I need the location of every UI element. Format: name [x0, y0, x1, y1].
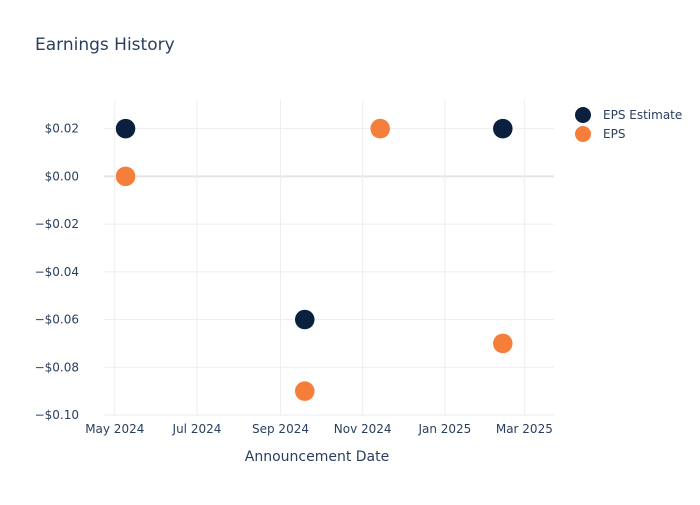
- data-points: [115, 118, 514, 402]
- y-tick-label: $0.02: [45, 122, 79, 136]
- y-tick-label: −$0.02: [35, 217, 79, 231]
- x-tick-label: Jan 2025: [417, 422, 471, 436]
- legend-marker: [575, 126, 591, 142]
- x-tick-label: May 2024: [85, 422, 144, 436]
- chart-title: Earnings History: [35, 35, 175, 55]
- x-tick-label: Jul 2024: [172, 422, 222, 436]
- data-point: [492, 118, 514, 139]
- legend-marker: [575, 107, 591, 123]
- grid-lines: [104, 100, 554, 416]
- y-tick-label: −$0.08: [35, 360, 79, 374]
- axes: $0.02 $0.00 −$0.02 −$0.04 −$0.06 −$0.08 −$0.10…: [35, 122, 553, 436]
- x-tick-label: Mar 2025: [496, 422, 553, 436]
- legend-label: EPS Estimate: [603, 108, 682, 122]
- data-point: [492, 333, 514, 354]
- data-point: [294, 380, 315, 402]
- x-tick-label: Nov 2024: [334, 422, 392, 436]
- y-tick-label: −$0.06: [35, 313, 79, 327]
- data-point: [294, 309, 315, 330]
- y-tick-label: −$0.04: [35, 265, 79, 279]
- data-point: [369, 118, 391, 139]
- data-point: [115, 118, 136, 139]
- data-point: [115, 166, 136, 187]
- x-tick-label: Sep 2024: [252, 422, 309, 436]
- y-tick-label: $0.00: [45, 169, 79, 183]
- y-tick-label: −$0.10: [35, 408, 79, 422]
- x-axis-title: Announcement Date: [245, 449, 389, 465]
- legend[interactable]: EPS Estimate EPS: [575, 107, 682, 142]
- legend-label: EPS: [603, 127, 625, 141]
